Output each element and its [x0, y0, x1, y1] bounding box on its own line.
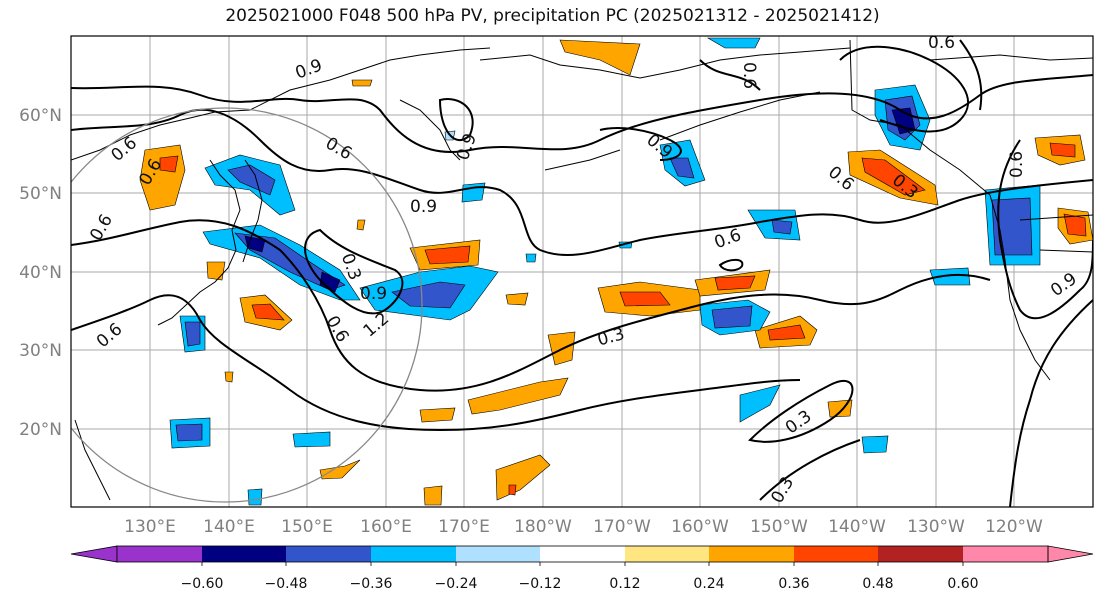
- colorbar-tick-label: 0.12: [609, 576, 640, 592]
- colorbar-tick-label: −0.48: [265, 576, 308, 592]
- contour-label: 0.3: [782, 406, 816, 438]
- lon-label: 160°W: [671, 517, 729, 537]
- lat-label: 50°N: [19, 184, 62, 204]
- contour-label: 0.9: [360, 284, 387, 304]
- lon-label: 150°W: [750, 517, 808, 537]
- map-frame: [70, 35, 1094, 508]
- colorbar-segment: [625, 546, 709, 562]
- contour-label: 0.6: [928, 33, 955, 53]
- contour-label: 0.3: [767, 474, 798, 507]
- contour-label: 0.6: [1007, 151, 1027, 178]
- colorbar-segment: [540, 546, 625, 562]
- lon-label: 130°W: [907, 517, 965, 537]
- colorbar-tick-label: −0.24: [435, 576, 478, 592]
- lat-label: 30°N: [19, 341, 62, 361]
- colorbar-tick-label: −0.60: [181, 576, 224, 592]
- colorbar: [70, 545, 1094, 566]
- colorbar-segment: [963, 546, 1048, 562]
- colorbar-tick-label: −0.12: [519, 576, 562, 592]
- lon-label: 130°E: [124, 517, 176, 537]
- map-area: [71, 36, 1093, 507]
- colorbar-extend-high: [1047, 545, 1094, 563]
- contour-label: 0.6: [322, 133, 355, 164]
- contour-label: 0.6: [86, 211, 117, 244]
- colorbar-tick-label: 0.60: [947, 576, 978, 592]
- precip-positive: [139, 39, 1093, 506]
- colorbar-segment: [202, 546, 286, 562]
- contour-label: 0.9: [293, 55, 325, 83]
- colorbar-segment: [794, 546, 878, 562]
- colorbar-outline: [116, 545, 1049, 563]
- colorbar-tick-label: 0.48: [862, 576, 893, 592]
- colorbar-ticks: −0.60 −0.48 −0.36 −0.24 −0.12 0.12 0.24 …: [181, 576, 979, 592]
- lon-label: 180°W: [514, 517, 572, 537]
- colorbar-segment: [371, 546, 456, 562]
- colorbar-tick-label: 0.36: [778, 576, 809, 592]
- colorbar-segment: [456, 546, 540, 562]
- lat-labels: 60°N 50°N 40°N 30°N 20°N: [19, 106, 62, 440]
- contour-label: 1.2: [360, 309, 394, 342]
- lon-label: 120°W: [985, 517, 1043, 537]
- distance-ring: [71, 107, 423, 503]
- graticule: [71, 36, 1093, 507]
- pv-contours: [71, 39, 1093, 507]
- lon-label: 140°E: [203, 517, 255, 537]
- lon-labels: 130°E 140°E 150°E 160°E 170°E 180°W 170°…: [124, 517, 1043, 537]
- lon-label: 140°W: [828, 517, 886, 537]
- contour-label: 0.6: [93, 319, 127, 352]
- lon-label: 170°W: [593, 517, 651, 537]
- contour-label: 0.9: [1047, 269, 1081, 301]
- colorbar-tick-label: −0.36: [350, 576, 393, 592]
- map-title: 2025021000 F048 500 hPa PV, precipitatio…: [225, 6, 880, 26]
- contour-label: 0.6: [739, 62, 759, 89]
- colorbar-extend-low: [70, 545, 118, 563]
- contour-label: 0.6: [107, 133, 141, 166]
- contour-label: 0.9: [453, 131, 481, 163]
- colorbar-segment: [117, 546, 202, 562]
- colorbar-segment: [286, 546, 371, 562]
- colorbar-segment: [878, 546, 963, 562]
- lon-label: 170°E: [438, 517, 490, 537]
- lon-label: 160°E: [360, 517, 412, 537]
- lat-label: 60°N: [19, 106, 62, 126]
- lat-label: 40°N: [19, 263, 62, 283]
- contour-label: 0.9: [410, 197, 437, 217]
- colorbar-tick-label: 0.24: [693, 576, 724, 592]
- colorbar-segment: [709, 546, 794, 562]
- lon-label: 150°E: [281, 517, 333, 537]
- lat-label: 20°N: [19, 420, 62, 440]
